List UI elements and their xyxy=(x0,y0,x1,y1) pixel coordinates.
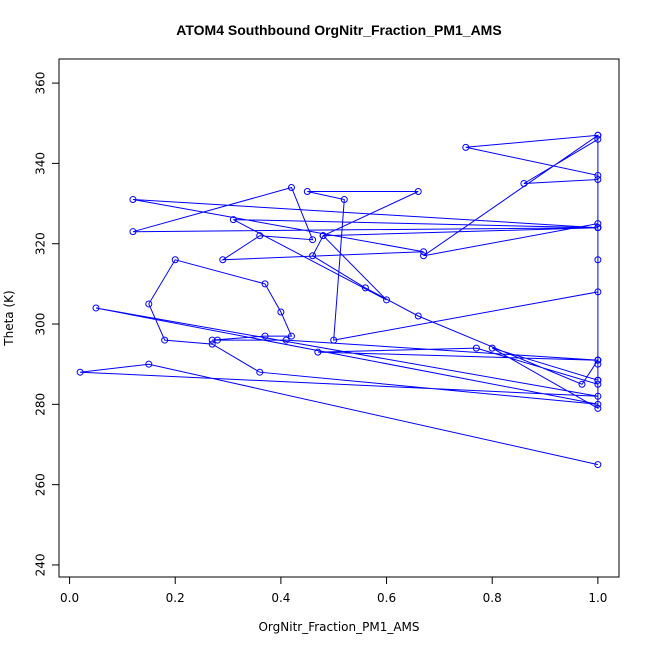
data-point xyxy=(594,224,602,232)
x-tick-label: 0.6 xyxy=(377,591,396,605)
series-layer xyxy=(76,131,602,469)
data-point xyxy=(287,332,295,340)
data-point xyxy=(594,288,602,296)
data-point xyxy=(383,296,391,304)
data-point xyxy=(414,188,422,196)
data-point xyxy=(145,300,153,308)
y-axis-label: Theta (K) xyxy=(2,290,16,346)
data-point xyxy=(303,188,311,196)
data-point xyxy=(488,344,496,352)
data-point xyxy=(594,131,602,139)
data-point xyxy=(309,236,317,244)
y-tick-label: 300 xyxy=(34,313,48,336)
data-point xyxy=(594,376,602,384)
y-tick-label: 280 xyxy=(34,393,48,416)
data-point xyxy=(594,404,602,412)
x-axis: 0.0 0.2 0.4 0.6 0.8 1.0 xyxy=(60,576,607,605)
y-tick-label: 260 xyxy=(34,473,48,496)
series-line xyxy=(80,134,599,466)
data-point xyxy=(277,308,285,316)
data-point xyxy=(145,360,153,368)
data-point xyxy=(340,196,348,204)
x-axis-label: OrgNitr_Fraction_PM1_AMS xyxy=(258,620,419,634)
data-point xyxy=(594,175,602,183)
y-tick-label: 340 xyxy=(34,152,48,175)
data-point xyxy=(330,336,338,344)
data-point xyxy=(314,348,322,356)
data-point xyxy=(414,312,422,320)
data-point xyxy=(594,461,602,469)
data-point xyxy=(594,360,602,368)
x-tick-label: 0.0 xyxy=(60,591,79,605)
y-axis: 240 260 280 300 320 340 360 xyxy=(34,72,60,577)
data-point xyxy=(219,256,227,264)
data-point xyxy=(213,336,221,344)
data-point xyxy=(208,336,216,344)
data-point xyxy=(472,344,480,352)
data-point xyxy=(229,216,237,224)
data-point xyxy=(319,232,327,240)
y-tick-label: 320 xyxy=(34,232,48,255)
y-tick-label: 240 xyxy=(34,554,48,577)
data-point xyxy=(420,252,428,260)
x-tick-label: 0.8 xyxy=(483,591,502,605)
data-point xyxy=(256,368,264,376)
data-point xyxy=(161,336,169,344)
data-point xyxy=(92,304,100,312)
x-tick-label: 0.2 xyxy=(166,591,185,605)
data-point xyxy=(129,228,137,236)
data-point xyxy=(76,368,84,376)
data-point xyxy=(594,392,602,400)
data-point xyxy=(594,400,602,408)
data-point xyxy=(261,332,269,340)
data-point xyxy=(594,171,602,179)
data-point xyxy=(282,336,290,344)
data-point xyxy=(129,196,137,204)
data-point xyxy=(578,380,586,388)
y-tick-label: 360 xyxy=(34,72,48,95)
data-point xyxy=(287,183,295,191)
plot-frame xyxy=(58,58,620,578)
data-point xyxy=(361,284,369,292)
data-point xyxy=(309,252,317,260)
x-tick-label: 0.4 xyxy=(271,591,290,605)
data-point xyxy=(594,256,602,264)
chart-title: ATOM4 Southbound OrgNitr_Fraction_PM1_AM… xyxy=(176,22,501,38)
data-point xyxy=(594,356,602,364)
data-point xyxy=(594,220,602,228)
data-point xyxy=(256,232,264,240)
data-point xyxy=(171,256,179,264)
data-point xyxy=(420,248,428,256)
data-point xyxy=(594,380,602,388)
data-point xyxy=(261,280,269,288)
data-point xyxy=(594,135,602,143)
data-point xyxy=(462,143,470,151)
data-point xyxy=(208,340,216,348)
data-point xyxy=(520,179,528,187)
x-tick-label: 1.0 xyxy=(588,591,607,605)
